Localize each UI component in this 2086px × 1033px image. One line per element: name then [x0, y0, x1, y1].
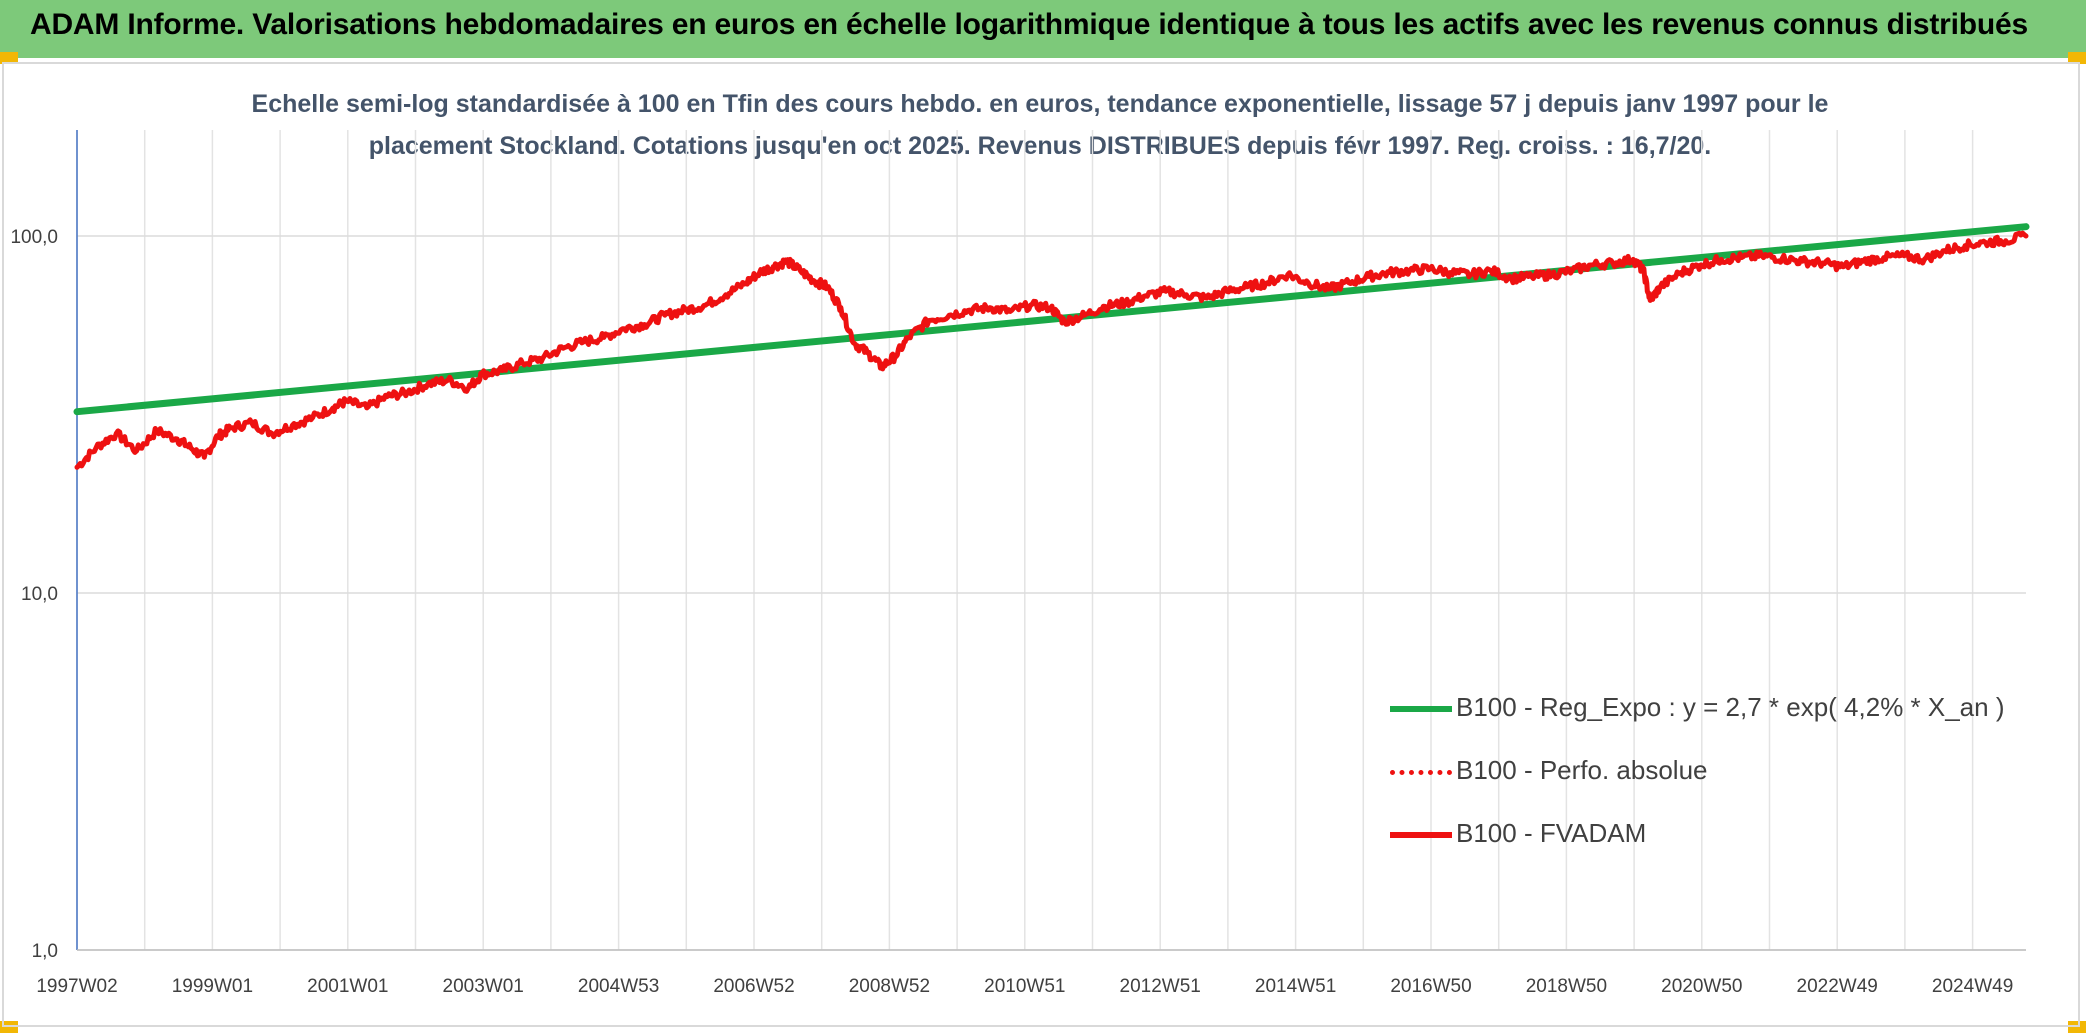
x-tick-label: 2008W52: [849, 976, 930, 997]
corner-marker-bottom-right: [2068, 1021, 2086, 1033]
series-line-fvadam: [74, 230, 2029, 470]
legend-label-perfo: B100 - Perfo. absolue: [1456, 755, 1708, 785]
x-tick-label: 2012W51: [1120, 976, 1201, 997]
x-tick-label: 1999W01: [172, 976, 253, 997]
x-tick-label: 2022W49: [1797, 976, 1878, 997]
legend-label-fvadam: B100 - FVADAM: [1456, 818, 1647, 848]
corner-marker-bottom-left: [0, 1021, 18, 1033]
x-tick-label: 2006W52: [713, 976, 794, 997]
x-tick-label: 2014W51: [1255, 976, 1336, 997]
legend-label-regression: B100 - Reg_Expo : y = 2,7 * exp( 4,2% * …: [1456, 692, 2005, 722]
y-tick-label: 1,0: [32, 941, 58, 962]
x-tick-label: 1997W02: [36, 976, 117, 997]
x-tick-label: 2018W50: [1526, 976, 1607, 997]
legend-swatch-fvadam: [1390, 832, 1452, 838]
corner-marker-top-right: [2068, 52, 2086, 64]
corner-marker-top-left: [0, 52, 18, 64]
y-tick-label: 10,0: [21, 584, 58, 605]
legend-swatch-perfo: [1390, 770, 1452, 775]
title-banner: [0, 0, 2086, 58]
x-tick-label: 2020W50: [1661, 976, 1742, 997]
chart-subtitle-line-2: placement Stockland. Cotations jusqu'en …: [368, 132, 1712, 160]
x-tick-label: 2003W01: [443, 976, 524, 997]
y-tick-label: 100,0: [10, 227, 58, 248]
legend-swatch-regression: [1390, 706, 1452, 712]
x-tick-label: 2016W50: [1390, 976, 1471, 997]
x-tick-label: 2001W01: [307, 976, 388, 997]
banner-title: ADAM Informe. Valorisations hebdomadaire…: [30, 8, 2028, 41]
chart-subtitle-line-1: Echelle semi-log standardisée à 100 en T…: [251, 90, 1829, 118]
x-tick-label: 2010W51: [984, 976, 1065, 997]
x-tick-label: 2024W49: [1932, 976, 2013, 997]
chart-frame: [2, 62, 2080, 1027]
x-tick-label: 2004W53: [578, 976, 659, 997]
series-line-regression: [73, 223, 2030, 416]
